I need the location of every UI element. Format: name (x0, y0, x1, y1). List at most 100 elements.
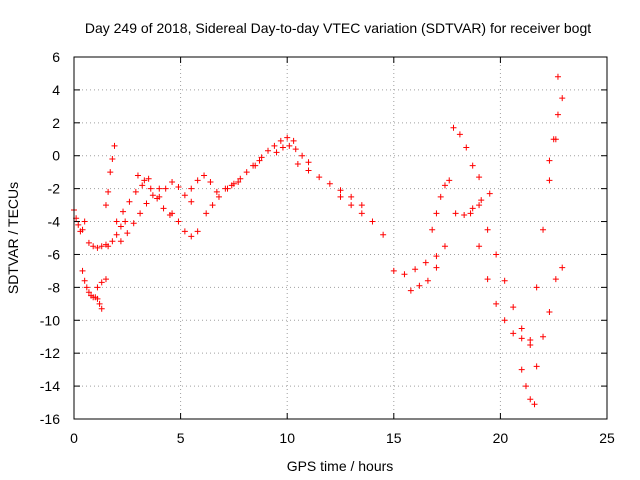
series-t07 (113, 175, 152, 225)
data-point (105, 188, 112, 195)
x-tick-label: 5 (177, 430, 185, 446)
data-point (102, 202, 109, 209)
data-point (237, 175, 244, 182)
data-point (120, 208, 127, 215)
grid-layer (74, 57, 607, 419)
data-point (98, 243, 105, 250)
data-point (175, 183, 182, 190)
data-point (478, 197, 485, 204)
data-point (256, 157, 263, 164)
data-point (518, 366, 525, 373)
data-point (290, 137, 297, 144)
data-point (486, 190, 493, 197)
data-point (169, 179, 176, 186)
series-t15 (252, 134, 297, 169)
data-point (533, 284, 540, 291)
y-tick-label: -10 (40, 312, 60, 328)
series-t13 (203, 179, 242, 217)
data-point (96, 300, 103, 307)
data-point (134, 172, 141, 179)
data-point (429, 226, 436, 233)
data-point (156, 185, 163, 192)
series-t23 (452, 190, 493, 218)
data-point (109, 238, 116, 245)
series-t02 (79, 267, 105, 312)
data-point (141, 177, 148, 184)
data-point (450, 124, 457, 131)
data-point (98, 279, 105, 286)
data-point (550, 136, 557, 143)
data-point (201, 172, 208, 179)
data-point (437, 193, 444, 200)
series-t16 (273, 142, 312, 166)
data-point (326, 180, 333, 187)
data-point (433, 264, 440, 271)
data-point (181, 228, 188, 235)
y-tick-label: -14 (40, 378, 60, 394)
data-point (337, 187, 344, 194)
data-point (143, 200, 150, 207)
data-point (305, 159, 312, 166)
data-point (194, 177, 201, 184)
series-t20 (407, 243, 448, 294)
series-t27 (527, 136, 559, 348)
data-point (160, 205, 167, 212)
data-point (117, 223, 124, 230)
data-point (522, 383, 529, 390)
data-point (518, 325, 525, 332)
data-point (113, 231, 120, 238)
data-point (559, 95, 566, 102)
x-axis-title: GPS time / hours (287, 458, 394, 474)
data-point (79, 267, 86, 274)
data-point (401, 271, 408, 278)
data-point (316, 174, 323, 181)
series-t05 (102, 142, 118, 209)
data-point (510, 304, 517, 311)
data-point (107, 169, 114, 176)
data-point (117, 238, 124, 245)
data-point (501, 317, 508, 324)
data-point (546, 157, 553, 164)
data-point (162, 185, 169, 192)
data-point (441, 243, 448, 250)
tick-layer (73, 56, 608, 420)
y-tick-label: 2 (52, 115, 60, 131)
data-point (510, 330, 517, 337)
data-point (554, 73, 561, 80)
data-point (188, 233, 195, 240)
data-point (126, 198, 133, 205)
x-tick-labels: 0 5 10 15 20 25 (70, 430, 615, 446)
data-point (531, 401, 538, 408)
data-point (469, 205, 476, 212)
x-tick-label: 0 (70, 430, 78, 446)
series-t09 (134, 172, 173, 218)
data-point (433, 253, 440, 260)
series-t12 (188, 172, 220, 195)
data-point (79, 226, 86, 233)
data-points (71, 73, 566, 408)
data-point (105, 243, 112, 250)
data-point (132, 188, 139, 195)
series-t25 (467, 210, 525, 342)
data-point (552, 276, 559, 283)
data-point (130, 220, 137, 227)
series-t03 (85, 239, 109, 251)
data-point (147, 185, 154, 192)
data-point (75, 221, 82, 228)
data-point (348, 193, 355, 200)
data-point (358, 202, 365, 209)
series-t19 (390, 253, 440, 278)
data-point (252, 162, 259, 169)
data-point (546, 177, 553, 184)
y-tick-label: -4 (48, 214, 61, 230)
data-point (337, 193, 344, 200)
data-point (299, 152, 306, 159)
data-point (518, 335, 525, 342)
data-point (243, 169, 250, 176)
data-point (476, 243, 483, 250)
data-point (181, 192, 188, 199)
y-tick-labels: -16 -14 -12 -10 -8 -6 -4 -2 0 2 4 6 (40, 49, 60, 427)
data-point (122, 218, 129, 225)
y-tick-label: 0 (52, 148, 60, 164)
data-point (83, 284, 90, 291)
